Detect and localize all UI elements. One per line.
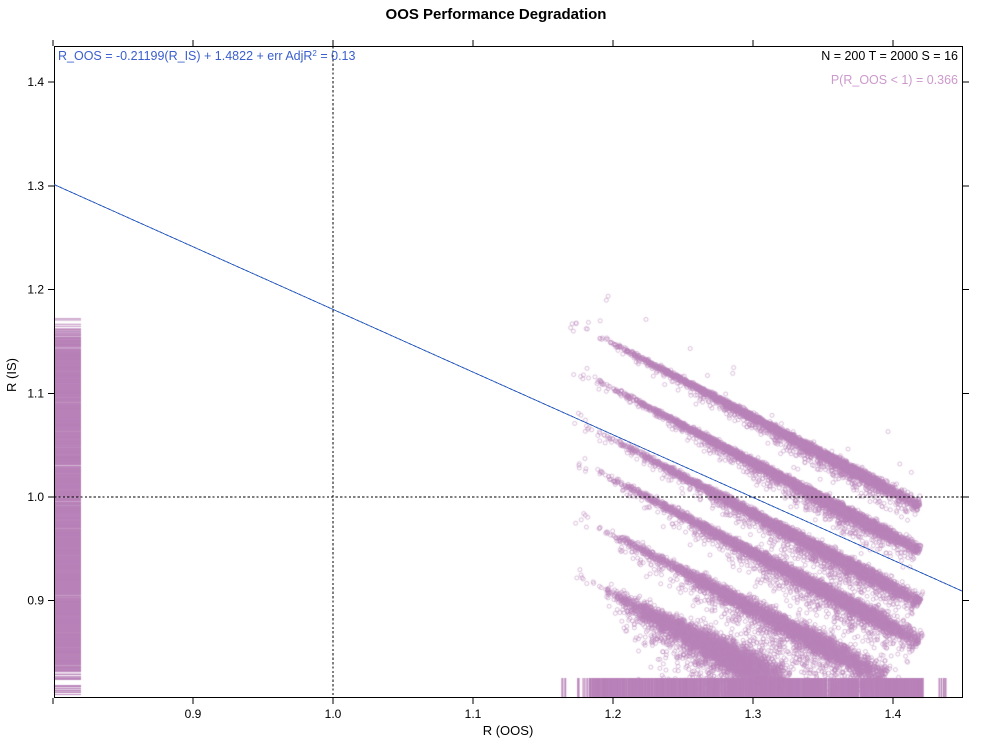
svg-text:1.2: 1.2 bbox=[27, 283, 44, 297]
svg-text:1.1: 1.1 bbox=[465, 707, 482, 721]
svg-text:N = 200 T = 2000 S = 16: N = 200 T = 2000 S = 16 bbox=[821, 49, 958, 63]
svg-text:0.9: 0.9 bbox=[27, 594, 44, 608]
svg-text:R (OOS): R (OOS) bbox=[483, 723, 534, 738]
svg-text:R_OOS = -0.21199(R_IS) + 1.482: R_OOS = -0.21199(R_IS) + 1.4822 + err Ad… bbox=[58, 49, 355, 64]
svg-text:1.3: 1.3 bbox=[745, 707, 762, 721]
svg-text:0.9: 0.9 bbox=[185, 707, 202, 721]
svg-text:1.0: 1.0 bbox=[325, 707, 342, 721]
svg-text:1.1: 1.1 bbox=[27, 386, 44, 400]
svg-text:1.3: 1.3 bbox=[27, 179, 44, 193]
svg-text:1.4: 1.4 bbox=[27, 75, 44, 89]
svg-text:1.0: 1.0 bbox=[27, 490, 44, 504]
svg-text:P(R_OOS < 1) = 0.366: P(R_OOS < 1) = 0.366 bbox=[831, 73, 958, 87]
svg-text:R (IS): R (IS) bbox=[4, 358, 19, 392]
svg-text:1.4: 1.4 bbox=[885, 707, 902, 721]
svg-text:1.2: 1.2 bbox=[605, 707, 622, 721]
